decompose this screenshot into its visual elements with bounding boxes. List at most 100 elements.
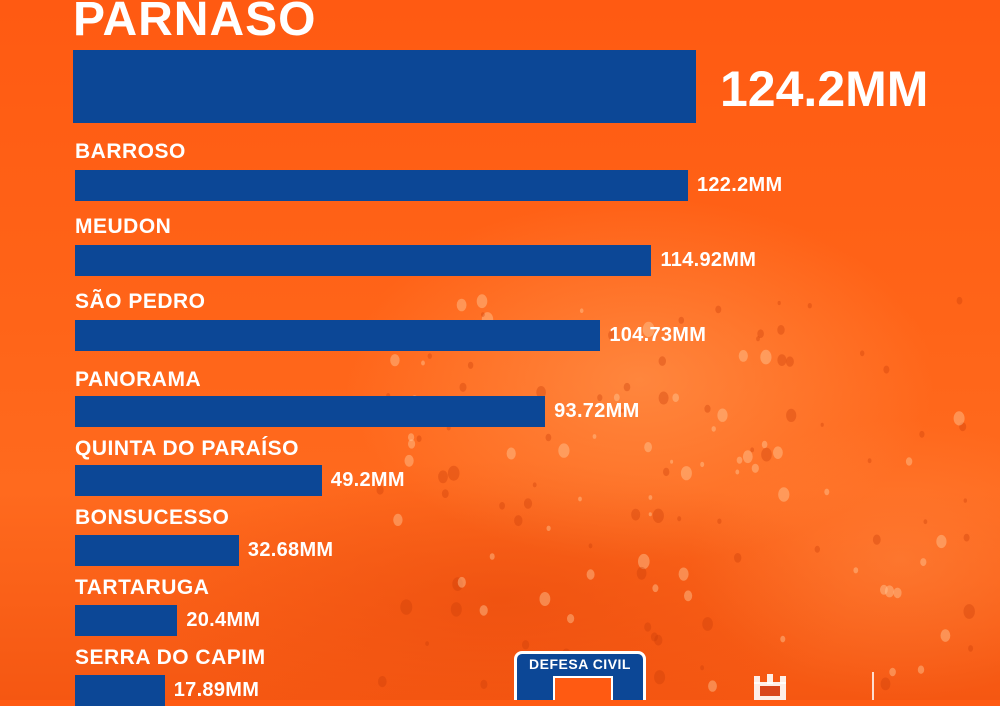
raindrop	[708, 680, 717, 692]
raindrop	[963, 604, 975, 619]
raindrop	[650, 632, 658, 642]
raindrop	[652, 508, 664, 523]
value-label-quinta-do-paraiso: 49.2MM	[330, 469, 405, 491]
raindrop	[777, 354, 787, 366]
raindrop	[638, 553, 650, 570]
raindrop	[558, 443, 570, 458]
raindrop	[953, 411, 965, 426]
raindrop	[968, 645, 974, 652]
raindrop	[425, 641, 429, 646]
raindrop	[621, 408, 624, 413]
category-label-tartaruga: TARTARUGA	[75, 576, 210, 599]
raindrop	[522, 640, 530, 650]
bar-panorama	[75, 396, 546, 427]
raindrop	[956, 296, 963, 305]
raindrop	[963, 498, 967, 503]
value-label-meudon: 114.92MM	[660, 249, 757, 271]
raindrop	[578, 496, 582, 502]
raindrop	[654, 634, 663, 646]
raindrop	[760, 349, 772, 365]
raindrop	[736, 456, 743, 464]
category-label-sao-pedro: SÃO PEDRO	[75, 290, 206, 313]
city-crest-icon	[754, 674, 786, 700]
category-label-serra-do-capim: SERRA DO CAPIM	[75, 646, 266, 669]
raindrop	[680, 466, 692, 481]
raindrop	[704, 404, 711, 413]
bar-sao-pedro	[75, 320, 601, 351]
raindrop	[920, 558, 927, 567]
raindrop	[539, 592, 551, 606]
raindrop	[654, 670, 666, 685]
raindrop	[872, 534, 881, 545]
bar-bonsucesso	[75, 535, 239, 566]
raindrop	[456, 298, 467, 312]
raindrop	[923, 519, 928, 525]
raindrop	[652, 584, 659, 593]
raindrop	[457, 576, 466, 588]
raindrop	[786, 408, 797, 422]
category-label-meudon: MEUDON	[75, 215, 172, 238]
raindrop	[711, 426, 716, 432]
raindrop	[467, 361, 474, 369]
raindrop	[717, 408, 728, 422]
raindrop	[597, 394, 603, 402]
raindrop	[393, 513, 403, 527]
raindrop	[702, 617, 713, 631]
raindrop	[447, 465, 460, 481]
raindrop	[814, 545, 820, 553]
raindrop	[756, 336, 760, 342]
raindrop	[608, 330, 616, 341]
raindrop	[506, 447, 516, 460]
category-label-barroso: BARROSO	[75, 140, 186, 163]
raindrop	[867, 458, 872, 464]
raindrop	[546, 525, 551, 531]
raindrop	[476, 294, 488, 309]
raindrop	[588, 543, 593, 549]
raindrop	[400, 599, 413, 615]
raindrop	[700, 461, 705, 468]
raindrop	[738, 350, 748, 362]
category-label-bonsucesso: BONSUCESSO	[75, 506, 230, 529]
raindrop	[438, 470, 448, 484]
raindrop	[778, 487, 790, 502]
raindrop	[378, 676, 387, 688]
raindrop	[757, 329, 764, 339]
raindrop	[376, 485, 384, 495]
raindrop	[884, 585, 895, 598]
raindrop	[450, 602, 462, 617]
raindrop	[441, 489, 449, 498]
raindrop	[567, 614, 575, 624]
raindrop	[677, 516, 682, 522]
raindrop	[408, 433, 415, 442]
value-label-tartaruga: 20.4MM	[186, 609, 261, 631]
raindrop	[536, 386, 546, 399]
raindrop	[777, 300, 781, 306]
raindrop	[735, 469, 740, 475]
category-label-quinta-do-paraiso: QUINTA DO PARAÍSO	[75, 437, 299, 460]
raindrop	[514, 515, 523, 527]
raindrop	[390, 354, 400, 367]
raindrop	[880, 584, 888, 595]
logo-emblem-shape	[553, 676, 613, 700]
raindrop	[623, 382, 631, 392]
raindrop	[499, 502, 505, 510]
raindrop	[824, 488, 830, 496]
raindrop	[658, 391, 669, 405]
raindrop	[684, 590, 693, 602]
raindrop	[936, 534, 947, 549]
raindrop	[893, 587, 902, 599]
raindrop	[670, 459, 674, 464]
raindrop	[777, 325, 785, 335]
raindrop	[750, 447, 755, 453]
value-label-sao-pedro: 104.73MM	[609, 324, 707, 346]
raindrop	[678, 316, 685, 324]
raindrop	[734, 553, 742, 563]
raindrop	[860, 350, 865, 357]
raindrop	[880, 677, 891, 691]
value-label-serra-do-capim: 17.89MM	[173, 679, 260, 701]
raindrop	[700, 665, 704, 671]
raindrop	[648, 512, 652, 517]
raindrop	[489, 553, 495, 560]
raindrop	[742, 450, 753, 464]
raindrop	[408, 439, 416, 449]
